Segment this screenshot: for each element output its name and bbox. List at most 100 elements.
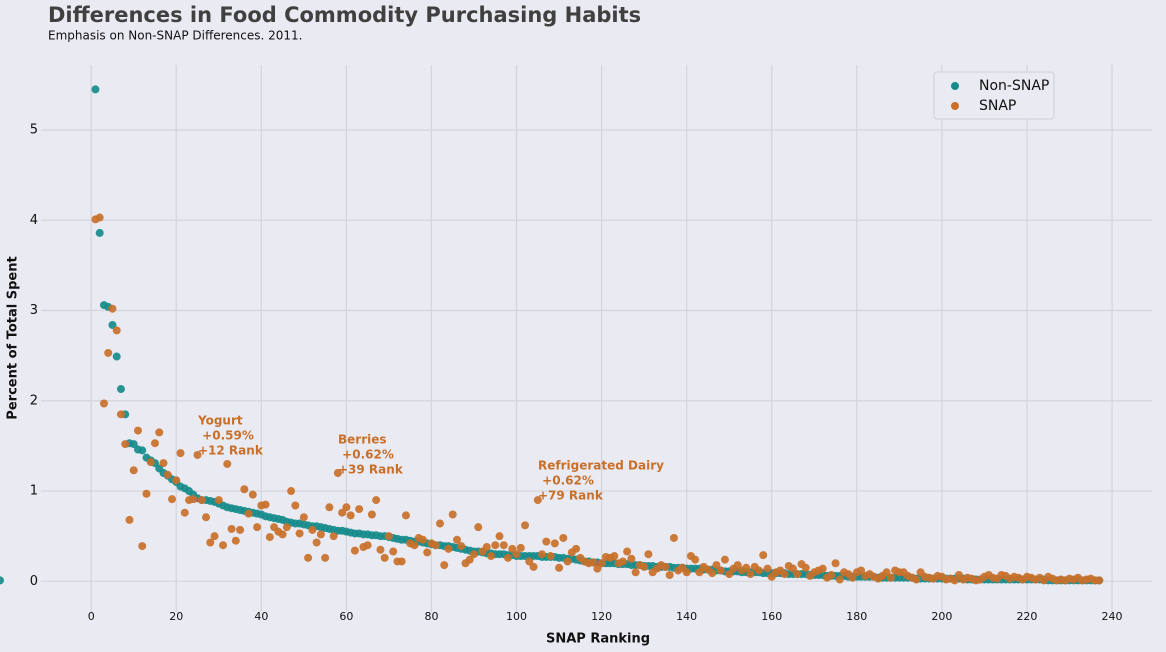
- point: [129, 440, 138, 449]
- point: [321, 553, 330, 562]
- chart-subtitle: Emphasis on Non-SNAP Differences. 2011.: [48, 29, 302, 43]
- annotation: +0.59%: [198, 429, 254, 443]
- x-tick-label: 60: [339, 610, 353, 623]
- point: [546, 552, 555, 561]
- point: [470, 550, 479, 559]
- point: [465, 555, 474, 564]
- point: [410, 541, 419, 550]
- point: [550, 539, 559, 548]
- point: [725, 570, 734, 579]
- annotation: Refrigerated Dairy: [538, 459, 664, 473]
- x-tick-label: 140: [676, 610, 697, 623]
- legend-marker: [951, 82, 959, 90]
- point: [227, 524, 236, 533]
- point: [333, 468, 342, 477]
- point: [627, 554, 636, 563]
- point: [282, 523, 291, 532]
- point: [112, 352, 121, 361]
- y-tick-label: 2: [30, 393, 38, 408]
- point: [508, 544, 517, 553]
- point: [176, 449, 185, 458]
- point: [401, 511, 410, 520]
- point: [742, 563, 751, 572]
- point: [665, 570, 674, 579]
- point: [108, 304, 117, 313]
- chart-title: Differences in Food Commodity Purchasing…: [48, 3, 641, 27]
- point: [138, 446, 147, 455]
- point: [793, 570, 802, 579]
- point: [350, 546, 359, 555]
- point: [384, 532, 393, 541]
- y-tick-label: 1: [30, 484, 38, 499]
- point: [197, 496, 206, 505]
- point: [504, 553, 513, 562]
- point: [265, 533, 274, 542]
- point: [91, 85, 100, 94]
- point: [589, 558, 598, 567]
- x-tick-label: 40: [254, 610, 268, 623]
- point: [631, 568, 640, 577]
- annotation: Berries: [338, 433, 387, 447]
- annotation: +12 Rank: [198, 444, 264, 458]
- point: [712, 561, 721, 570]
- point: [542, 537, 551, 546]
- y-axis-label: Percent of Total Spent: [6, 256, 21, 419]
- point: [431, 541, 440, 550]
- point: [597, 559, 606, 568]
- point: [818, 564, 827, 573]
- point: [214, 496, 223, 505]
- point: [1095, 576, 1104, 585]
- point: [121, 440, 130, 449]
- point: [189, 495, 198, 504]
- point: [801, 563, 810, 572]
- point: [295, 529, 304, 538]
- point: [125, 515, 134, 524]
- x-tick-label: 120: [591, 610, 612, 623]
- point: [452, 535, 461, 544]
- point: [950, 576, 959, 585]
- y-tick-label: 0: [30, 574, 38, 589]
- point: [716, 566, 725, 575]
- point: [661, 562, 670, 571]
- point: [533, 496, 542, 505]
- x-tick-label: 200: [931, 610, 952, 623]
- point: [695, 568, 704, 577]
- point: [529, 562, 538, 571]
- point: [448, 510, 457, 519]
- point: [440, 561, 449, 570]
- point: [129, 466, 138, 475]
- point: [346, 511, 355, 520]
- point: [618, 557, 627, 566]
- point: [210, 532, 219, 541]
- point: [116, 385, 125, 394]
- annotation: +79 Rank: [538, 489, 604, 503]
- point: [610, 552, 619, 561]
- point: [495, 532, 504, 541]
- point: [287, 487, 296, 496]
- point: [223, 459, 232, 468]
- x-tick-label: 180: [846, 610, 867, 623]
- point: [253, 523, 262, 532]
- point: [376, 545, 385, 554]
- point: [669, 533, 678, 542]
- y-tick-label: 5: [30, 122, 38, 137]
- point: [623, 547, 632, 556]
- point: [521, 521, 530, 530]
- point: [291, 501, 300, 510]
- point: [248, 490, 257, 499]
- legend-box: [933, 71, 1055, 120]
- point: [308, 525, 317, 534]
- point: [882, 568, 891, 577]
- annotation: Yogurt: [197, 414, 243, 428]
- point: [150, 439, 159, 448]
- point: [104, 348, 113, 357]
- point: [299, 513, 308, 522]
- point: [835, 575, 844, 584]
- point: [754, 566, 763, 575]
- point: [236, 525, 245, 534]
- point: [525, 557, 534, 566]
- point: [691, 555, 700, 564]
- y-tick-label: 3: [30, 303, 38, 318]
